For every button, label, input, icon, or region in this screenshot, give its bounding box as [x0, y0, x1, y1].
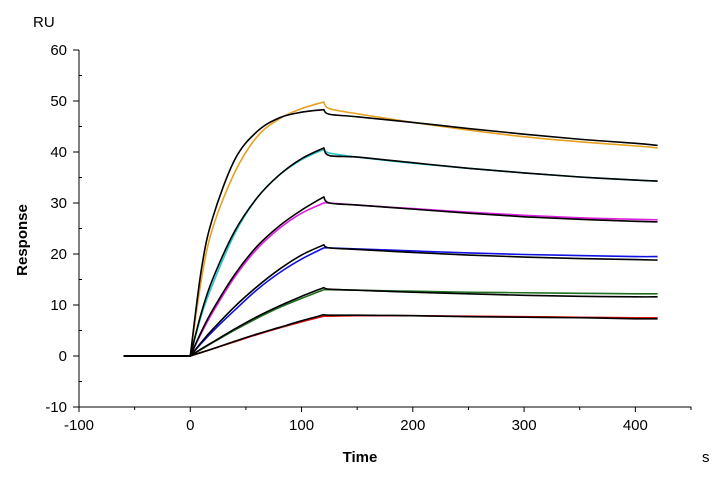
y-tick-label: 0: [59, 348, 67, 365]
fit-curve: [123, 108, 658, 357]
x-unit-label: s: [702, 449, 710, 466]
y-tick-label: 60: [50, 42, 67, 59]
x-tick-label: 0: [186, 417, 194, 434]
measured-curve: [123, 101, 658, 357]
y-tick-label: 40: [50, 144, 67, 161]
y-unit-label: RU: [33, 14, 55, 31]
y-axis-title: Response: [14, 204, 31, 276]
x-tick-label: -100: [64, 417, 94, 434]
y-tick-label: 30: [50, 195, 67, 212]
x-tick-label: 400: [623, 417, 648, 434]
curves: [123, 101, 658, 357]
x-tick-label: 200: [400, 417, 425, 434]
x-tick-label: 100: [289, 417, 314, 434]
measured-curve: [123, 288, 658, 357]
measured-curve: [123, 202, 658, 357]
measured-curve: [123, 314, 658, 357]
y-tick-label: 10: [50, 297, 67, 314]
fit-curve: [123, 313, 658, 357]
measured-curve: [123, 247, 658, 357]
fit-curve: [123, 244, 658, 357]
fit-curve: [123, 196, 658, 357]
y-tick-label: -10: [45, 399, 67, 416]
y-tick-label: 20: [50, 246, 67, 263]
x-axis-title: Time: [343, 449, 378, 466]
fit-curve: [123, 286, 658, 357]
x-tick-label: 300: [512, 417, 537, 434]
fit-curve: [123, 147, 658, 357]
y-tick-label: 50: [50, 93, 67, 110]
